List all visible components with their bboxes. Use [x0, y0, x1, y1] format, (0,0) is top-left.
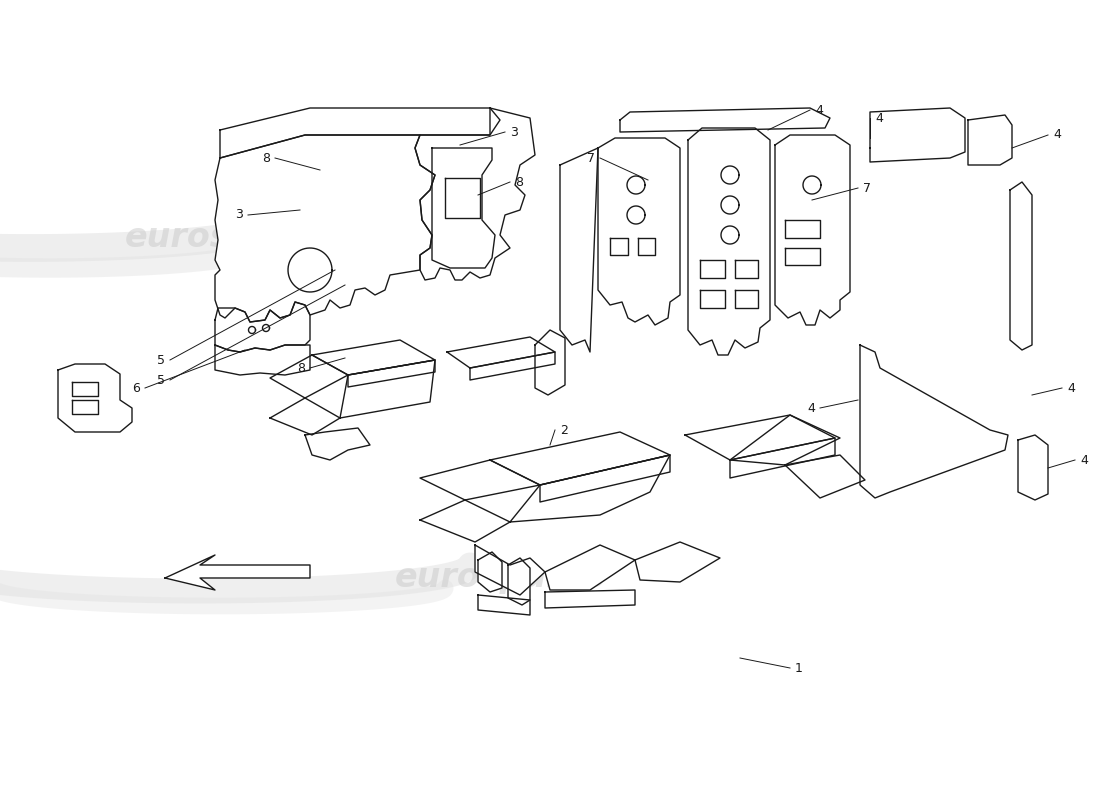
Polygon shape — [420, 460, 540, 500]
Text: 5: 5 — [157, 374, 165, 386]
Polygon shape — [420, 500, 510, 542]
Text: 4: 4 — [874, 111, 883, 125]
Text: 7: 7 — [587, 151, 595, 165]
Polygon shape — [305, 428, 370, 460]
Polygon shape — [688, 128, 770, 355]
Text: 7: 7 — [864, 182, 871, 194]
Text: 8: 8 — [297, 362, 305, 374]
Polygon shape — [535, 330, 565, 395]
Polygon shape — [685, 415, 835, 460]
Polygon shape — [475, 545, 544, 595]
Polygon shape — [968, 115, 1012, 165]
Polygon shape — [478, 595, 530, 615]
Text: 5: 5 — [157, 354, 165, 366]
Polygon shape — [214, 135, 434, 322]
Polygon shape — [312, 340, 434, 375]
Text: eurospares: eurospares — [395, 562, 605, 594]
Polygon shape — [1010, 182, 1032, 350]
Polygon shape — [785, 455, 865, 498]
Text: 4: 4 — [1067, 382, 1075, 394]
Polygon shape — [860, 345, 1008, 498]
Text: eurospares: eurospares — [124, 221, 336, 254]
Text: 4: 4 — [807, 402, 815, 414]
Text: 8: 8 — [262, 151, 270, 165]
Text: 3: 3 — [510, 126, 518, 138]
Text: 1: 1 — [795, 662, 803, 674]
Polygon shape — [776, 135, 850, 325]
Polygon shape — [620, 108, 830, 132]
Text: 6: 6 — [132, 382, 140, 394]
Polygon shape — [214, 302, 310, 352]
Polygon shape — [348, 360, 435, 387]
Polygon shape — [510, 455, 670, 522]
Polygon shape — [270, 398, 340, 435]
Polygon shape — [470, 352, 556, 380]
Text: 8: 8 — [515, 175, 522, 189]
Polygon shape — [340, 360, 434, 418]
Polygon shape — [220, 108, 500, 158]
Polygon shape — [1018, 435, 1048, 500]
Polygon shape — [870, 108, 965, 162]
Polygon shape — [598, 138, 680, 325]
Polygon shape — [447, 337, 556, 368]
Polygon shape — [446, 178, 480, 218]
Polygon shape — [58, 364, 132, 432]
Polygon shape — [544, 590, 635, 608]
Polygon shape — [478, 552, 502, 592]
Polygon shape — [270, 355, 348, 398]
Polygon shape — [730, 415, 840, 465]
Text: 4: 4 — [1080, 454, 1088, 466]
Polygon shape — [544, 545, 635, 590]
Text: 4: 4 — [815, 103, 823, 117]
Polygon shape — [540, 455, 670, 502]
Polygon shape — [730, 438, 835, 478]
Polygon shape — [165, 555, 310, 590]
Text: 3: 3 — [235, 209, 243, 222]
Polygon shape — [508, 558, 530, 605]
Polygon shape — [214, 345, 310, 375]
Text: 4: 4 — [1053, 129, 1060, 142]
Polygon shape — [560, 148, 598, 352]
Polygon shape — [415, 108, 535, 280]
Polygon shape — [490, 432, 670, 485]
Polygon shape — [635, 542, 720, 582]
Text: 2: 2 — [560, 423, 568, 437]
